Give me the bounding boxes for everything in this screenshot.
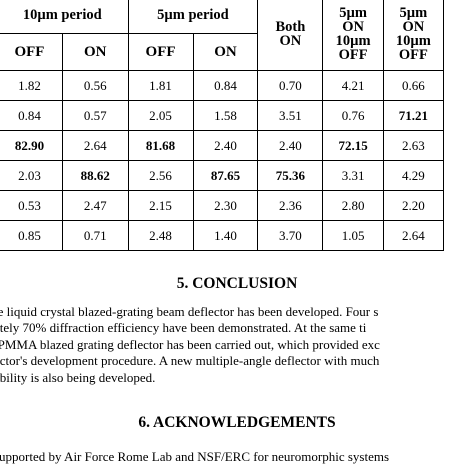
table-row: 0.53 2.47 2.15 2.30 2.36 2.80 2.20 — [0, 190, 445, 221]
conclusion-line: ability is also being developed. — [0, 369, 156, 385]
conclusion-paragraph: le liquid crystal blazed-grating beam de… — [0, 304, 474, 386]
table-cell: 2.20 — [382, 190, 445, 221]
sub-header-10um-off: OFF — [0, 33, 63, 71]
sub-header-10um-on: ON — [61, 33, 129, 71]
table-cell: 4.21 — [322, 70, 384, 101]
conclusion-line: /PMMA blazed grating deflector has been … — [0, 336, 380, 352]
sub-header-5um-on: ON — [192, 33, 259, 71]
table-cell: 0.70 — [257, 70, 324, 101]
table-cell: 87.65 — [192, 160, 259, 191]
table-cell: 1.58 — [192, 100, 259, 131]
table-cell: 2.15 — [127, 190, 194, 221]
table-cell: 2.64 — [382, 220, 445, 251]
table-cell: 81.68 — [127, 130, 194, 161]
table-cell: 71.21 — [382, 100, 445, 131]
table-cell: 88.62 — [61, 160, 129, 191]
table-cell: 2.80 — [322, 190, 384, 221]
table-cell: 2.30 — [192, 190, 259, 221]
table-cell: 1.82 — [0, 70, 63, 101]
diffraction-efficiency-table: 10µm period 5µm period Both ON 5µm ON 10… — [0, 0, 445, 251]
table-cell: 0.53 — [0, 190, 63, 221]
conclusion-line: ector's development procedure. A new mul… — [0, 353, 380, 369]
table-cell: 2.64 — [61, 130, 129, 161]
header-col7: 5µm ON 10µm OFF — [382, 0, 445, 71]
table-cell: 2.63 — [382, 130, 445, 161]
sub-header-5um-off: OFF — [127, 33, 194, 71]
acknowledgements-heading: 6. ACKNOWLEDGEMENTS — [138, 414, 336, 431]
acknowledgements-line: supported by Air Force Rome Lab and NSF/… — [0, 449, 390, 464]
table-cell: 1.81 — [127, 70, 194, 101]
table-cell: 3.31 — [322, 160, 384, 191]
table-cell: 2.40 — [192, 130, 259, 161]
table-cell: 82.90 — [0, 130, 63, 161]
table-cell: 2.40 — [257, 130, 324, 161]
table-cell: 2.36 — [257, 190, 324, 221]
table-cell: 4.29 — [382, 160, 445, 191]
table-cell: 0.71 — [61, 220, 129, 251]
table-body: 1.82 0.56 1.81 0.84 0.70 4.21 0.66 0.84 0.57 2.05… — [0, 70, 445, 251]
table-cell: 2.56 — [127, 160, 194, 191]
table-cell: 3.51 — [257, 100, 324, 131]
table-row: 2.03 88.62 2.56 87.65 75.36 3.31 4.29 — [0, 160, 445, 191]
conclusion-heading: 5. CONCLUSION — [176, 275, 298, 292]
table-cell: 1.40 — [192, 220, 259, 251]
header-both-on: Both ON — [257, 0, 324, 71]
table-row: 1.82 0.56 1.81 0.84 0.70 4.21 0.66 — [0, 70, 445, 101]
table-cell: 0.76 — [322, 100, 384, 131]
table-cell: 75.36 — [257, 160, 324, 191]
table-cell: 2.48 — [127, 220, 194, 251]
table-cell: 0.57 — [61, 100, 129, 131]
acknowledgements-paragraph: supported by Air Force Rome Lab and NSF/… — [0, 449, 474, 465]
table-cell: 2.03 — [0, 160, 63, 191]
conclusion-line: ately 70% diffraction efficiency have be… — [0, 320, 367, 336]
table-cell: 2.05 — [127, 100, 194, 131]
table-row: 82.90 2.64 81.68 2.40 2.40 72.15 2.63 — [0, 130, 445, 161]
table-cell: 0.84 — [192, 70, 259, 101]
table-cell: 72.15 — [322, 130, 384, 161]
table-cell: 0.85 — [0, 220, 63, 251]
table-row: 0.85 0.71 2.48 1.40 3.70 1.05 2.64 — [0, 220, 445, 251]
table-cell: 1.05 — [322, 220, 384, 251]
header-5um-on-10um-off: 5µm ON 10µm OFF — [322, 0, 384, 71]
header-5um-period: 5µm period — [127, 0, 259, 34]
table-row: 0.84 0.57 2.05 1.58 3.51 0.76 71.21 — [0, 100, 445, 131]
conclusion-line: le liquid crystal blazed-grating beam de… — [0, 304, 379, 319]
table-cell: 0.56 — [61, 70, 129, 101]
table-cell: 3.70 — [257, 220, 324, 251]
table-cell: 2.47 — [61, 190, 129, 221]
table-cell: 0.66 — [382, 70, 445, 101]
table-cell: 0.84 — [0, 100, 63, 131]
table-group-header-row: 10µm period 5µm period Both ON 5µm ON 10… — [0, 0, 445, 71]
header-10um-period: 10µm period — [0, 0, 129, 34]
